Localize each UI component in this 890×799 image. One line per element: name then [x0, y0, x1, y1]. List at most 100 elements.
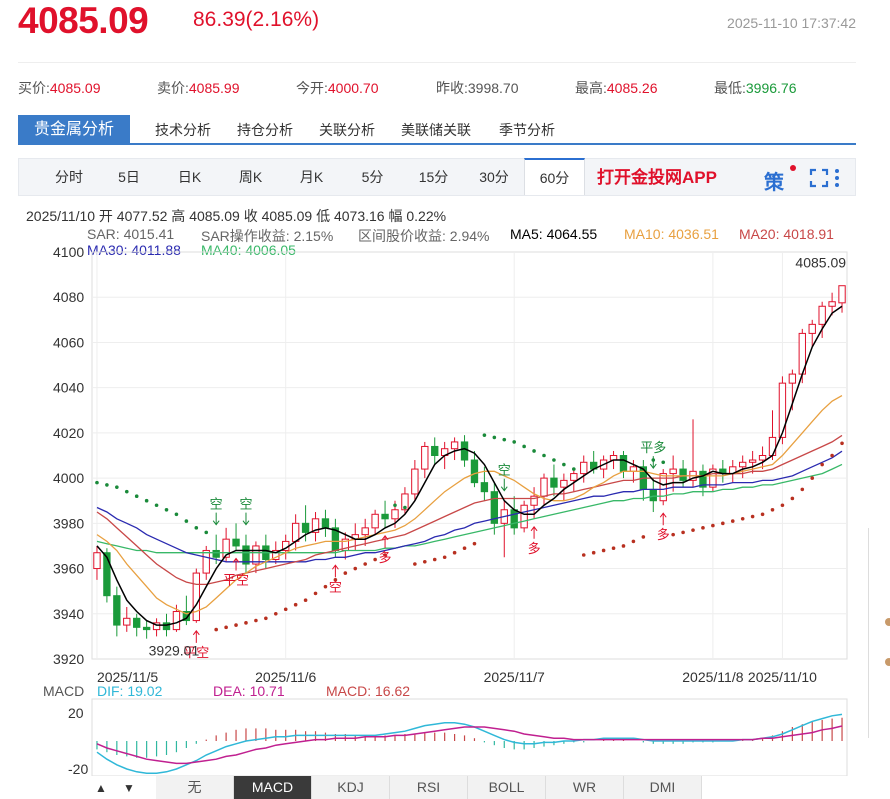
candle-body [103, 552, 111, 597]
signal-arrow [530, 525, 538, 539]
open-app-link[interactable]: 打开金投网APP [597, 168, 717, 187]
candle-body [182, 611, 191, 622]
macd-dif-label: DIF: 19.02 [97, 683, 163, 699]
macd-plot-frame [91, 698, 848, 776]
quote-bid: 买价:4085.09 [18, 80, 101, 96]
sar-dot [750, 514, 755, 519]
y-tick-label: 4060 [53, 334, 84, 350]
signal-label: 多 [379, 550, 392, 565]
signal-label: 空 [498, 463, 511, 478]
sar-dot [413, 562, 417, 566]
sar-dot [661, 460, 666, 465]
macd-value-label: MACD: 16.62 [326, 683, 410, 699]
quote-open: 今开:4000.70 [296, 80, 379, 96]
tab-15min[interactable]: 15分 [418, 169, 449, 185]
dea-line [96, 725, 843, 765]
price-plot-frame [91, 251, 848, 660]
signal-label: 空 [239, 497, 252, 512]
quote-low: 最低:3996.76 [714, 80, 797, 96]
y-tick-label: 4100 [53, 244, 84, 260]
tab-kdj[interactable]: KDJ [312, 776, 390, 799]
tab-daily[interactable]: 日K [177, 169, 202, 185]
tab-weekly[interactable]: 周K [238, 169, 263, 185]
tab-none[interactable]: 无 [156, 776, 234, 799]
range-gain-label: 区间股价收益: 2.94% [358, 228, 490, 244]
signal-label: 平多 [640, 440, 666, 455]
tab-seasonal[interactable]: 季节分析 [499, 122, 555, 138]
signal-label: 平空 [223, 572, 249, 587]
y-tick-label: 4020 [53, 425, 84, 441]
candle-body [172, 611, 181, 631]
sar-dot [591, 550, 596, 555]
candle-body [619, 455, 628, 472]
candle-body [142, 626, 151, 631]
candle-body [490, 491, 499, 524]
y-tick-label: 3980 [53, 515, 84, 531]
quote-high: 最高:4085.26 [575, 80, 658, 96]
signal-arrow [381, 535, 389, 548]
candle-body [252, 545, 260, 565]
candle-body [629, 466, 638, 472]
sar-dot [810, 476, 815, 480]
sar-dot [611, 546, 616, 551]
sar-dot [283, 607, 288, 612]
sar-dot [224, 625, 228, 630]
ma5-line [96, 305, 843, 626]
strategy-icon[interactable]: 策 [764, 172, 784, 194]
tab-correlation[interactable]: 关联分析 [319, 122, 375, 138]
x-tick-label: 2025/11/7 [484, 669, 545, 685]
tab-positions[interactable]: 持仓分析 [237, 122, 293, 138]
sar-dot [154, 503, 159, 508]
sar-dot [353, 566, 358, 571]
signal-arrow [649, 456, 657, 469]
sar-dot [790, 496, 795, 501]
ma30-label: MA30: 4011.88 [87, 242, 181, 258]
candle-body [391, 509, 399, 520]
candle-body [381, 513, 389, 520]
tab-monthly[interactable]: 月K [299, 169, 324, 185]
tab-60min[interactable]: 60分 [524, 158, 585, 195]
signal-label: 空 [329, 579, 342, 594]
sar-dot [422, 559, 427, 564]
tab-intraday[interactable]: 分时 [55, 169, 83, 185]
tab-30min[interactable]: 30分 [479, 169, 509, 185]
signal-arrow [212, 512, 220, 526]
tab-rsi[interactable]: RSI [390, 776, 468, 799]
tab-technical[interactable]: 技术分析 [155, 122, 211, 138]
candle-body [828, 301, 836, 307]
tab-precious-metals[interactable]: 贵金属分析 [18, 115, 131, 145]
tab-5min[interactable]: 5分 [361, 169, 384, 185]
scroll-up-button[interactable]: ▲ [95, 781, 107, 795]
side-dot-1 [885, 618, 890, 626]
tab-5day[interactable]: 5日 [118, 169, 140, 185]
tab-fed[interactable]: 美联储关联 [401, 122, 471, 138]
sar-dot [621, 544, 626, 548]
more-icon[interactable] [832, 166, 842, 190]
quote-prev-close: 昨收:3998.70 [436, 80, 519, 96]
sar-dot [432, 557, 437, 562]
macd-y-tick-label: 20 [68, 705, 84, 721]
signal-arrow [331, 564, 339, 578]
sar-dot [264, 616, 268, 621]
y-tick-label: 3920 [53, 651, 84, 667]
sar-dot [472, 541, 477, 546]
dif-line [96, 713, 843, 774]
sar-dot [522, 444, 526, 449]
candle-body [748, 459, 757, 463]
sar-dot [572, 467, 576, 471]
macd-label: MACD [43, 683, 84, 699]
tab-boll[interactable]: BOLL [468, 776, 546, 799]
tab-dmi[interactable]: DMI [624, 776, 702, 799]
tab-wr[interactable]: WR [546, 776, 624, 799]
scroll-down-button[interactable]: ▼ [123, 781, 135, 795]
tab-macd[interactable]: MACD [234, 776, 312, 799]
kline-chart[interactable]: 4100 4080 4060 4040 4020 4000 3980 3960 3940 3920… [0, 240, 870, 776]
candle-body [808, 323, 816, 334]
macd-dea-label: DEA: 10.71 [213, 683, 285, 699]
fullscreen-icon[interactable] [809, 168, 829, 188]
sar-dot [641, 535, 646, 539]
candle-body [242, 545, 250, 565]
ma20-label: MA20: 4018.91 [739, 226, 834, 242]
candle-body [272, 549, 280, 561]
candle-body [93, 552, 101, 570]
